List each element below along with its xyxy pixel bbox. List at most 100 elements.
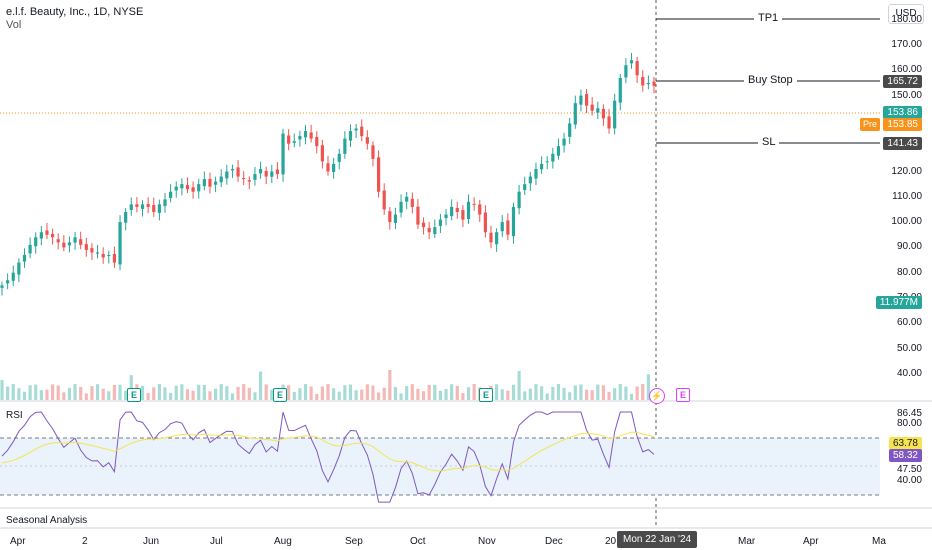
tp1-label[interactable]: TP1 <box>754 12 783 24</box>
candle-body <box>236 167 240 177</box>
symbol-title[interactable]: e.l.f. Beauty, Inc., 1D, NYSE <box>6 6 144 18</box>
time-axis-tick: Sep <box>345 536 363 547</box>
volume-bar <box>146 392 150 400</box>
volume-bar <box>309 386 313 400</box>
volume-bar <box>455 385 459 400</box>
volume-bar <box>236 386 240 400</box>
candle-body <box>405 196 409 202</box>
volume-bar <box>421 391 426 400</box>
volume-bar <box>562 387 566 400</box>
volume-bar <box>56 385 60 400</box>
volume-bar <box>579 384 583 400</box>
pre-market-price-tag: 153.85 <box>883 118 922 131</box>
candle-body <box>213 181 218 185</box>
candle-body <box>360 126 364 137</box>
earnings-icon[interactable]: E <box>273 388 287 402</box>
pre-market-badge: Pre <box>860 118 881 131</box>
candle-body <box>601 108 606 119</box>
volume-bar <box>6 386 10 400</box>
volume-bar <box>332 388 336 400</box>
candle-body <box>298 136 302 140</box>
volume-bar <box>315 393 319 400</box>
price-axis-tick: 90.00 <box>896 241 922 253</box>
time-axis-tick: Mar <box>738 536 756 547</box>
volume-bar <box>73 384 77 400</box>
volume-bar <box>410 384 414 400</box>
candle-body <box>225 171 229 179</box>
volume-bar <box>101 388 105 400</box>
rsi-ma-line <box>1 431 655 472</box>
candle-body <box>365 137 369 144</box>
volume-bar <box>17 388 21 400</box>
buy-stop-label[interactable]: Buy Stop <box>744 74 797 86</box>
price-axis-tick: 150.00 <box>891 89 922 101</box>
volume-legend[interactable]: Vol <box>6 19 22 31</box>
candle-body <box>320 145 324 162</box>
volume-bar <box>185 389 190 400</box>
candle-body <box>264 170 268 177</box>
earnings-icon[interactable]: E <box>479 388 493 402</box>
candle-body <box>393 214 398 223</box>
price-axis-tick: 100.00 <box>891 216 922 228</box>
volume-bar <box>590 390 594 400</box>
volume-bar <box>613 388 617 400</box>
volume-bar <box>67 387 72 400</box>
volume-bar <box>444 389 448 400</box>
candle-body <box>253 174 257 180</box>
candle-body <box>185 185 190 190</box>
candle-body <box>534 168 538 179</box>
seasonal-analysis-legend[interactable]: Seasonal Analysis <box>6 515 88 526</box>
volume-bar <box>140 385 145 400</box>
volume-bar <box>511 384 516 400</box>
candle-body <box>124 211 128 223</box>
volume-bar <box>62 392 66 400</box>
volume-bar <box>95 384 100 400</box>
volume-bar <box>45 389 49 400</box>
volume-bar <box>495 384 499 400</box>
candle-body <box>506 220 510 235</box>
candle-body <box>618 77 622 103</box>
volume-bar <box>107 391 111 400</box>
candle-body <box>371 145 375 159</box>
candle-body <box>483 212 487 233</box>
candle-body <box>152 205 156 212</box>
candle-body <box>421 222 426 228</box>
candle-body <box>629 60 634 64</box>
volume-bar <box>528 388 532 400</box>
current-price-tag: 153.86 <box>883 106 922 119</box>
candle-body <box>50 233 55 238</box>
candle-body <box>135 204 139 207</box>
candle-body <box>461 210 465 220</box>
candle-body <box>652 81 656 86</box>
volume-bar <box>163 387 167 400</box>
candle-body <box>107 254 111 256</box>
rsi-legend[interactable]: RSI <box>6 410 23 421</box>
candle-body <box>140 204 145 209</box>
earnings-icon[interactable]: E <box>127 388 141 402</box>
candle-body <box>129 204 133 210</box>
sl-label[interactable]: SL <box>758 136 780 148</box>
volume-bar <box>371 385 375 400</box>
candle-body <box>174 186 178 191</box>
volume-bar <box>112 384 117 400</box>
earnings-icon[interactable]: E <box>676 388 690 402</box>
candle-body <box>410 198 414 207</box>
candle-body <box>539 163 544 170</box>
volume-bar <box>641 384 645 400</box>
candle-body <box>444 214 448 219</box>
volume-bar <box>11 384 15 400</box>
candle-body <box>28 244 32 254</box>
volume-bar <box>416 388 420 400</box>
candle-body <box>646 82 650 85</box>
volume-bar <box>208 391 212 400</box>
currency-button[interactable]: USD <box>888 4 924 24</box>
candle-body <box>287 135 291 144</box>
volume-bar <box>152 387 156 400</box>
lightning-icon[interactable]: ⚡ <box>649 388 665 404</box>
candle-body <box>376 157 381 192</box>
rsi-axis-tick: 80.00 <box>896 417 922 429</box>
volume-bar <box>618 384 622 400</box>
candle-body <box>315 136 319 147</box>
time-axis-tick: Oct <box>410 536 426 547</box>
volume-bar <box>354 390 358 400</box>
